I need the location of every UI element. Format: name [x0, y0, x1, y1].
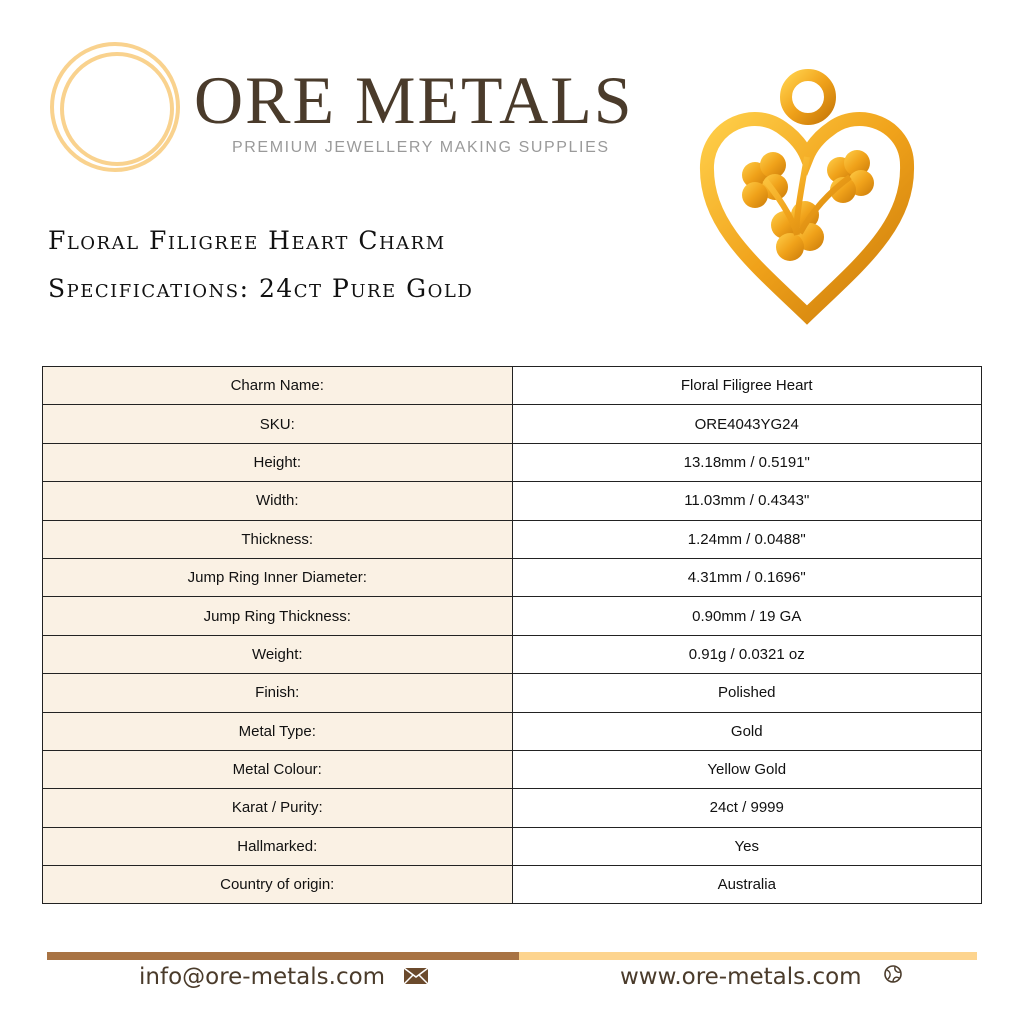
- spec-label: Thickness:: [42, 519, 513, 559]
- spec-row: Charm Name: Floral Filigree Heart: [42, 365, 982, 406]
- spec-row: Height: 13.18mm / 0.5191": [42, 442, 982, 483]
- footer-bar-light: [519, 952, 977, 960]
- spec-row: Thickness: 1.24mm / 0.0488": [42, 519, 982, 559]
- spec-table: Charm Name: Floral Filigree Heart SKU: ORE4…: [42, 365, 982, 905]
- spec-value: 4.31mm / 0.1696": [511, 557, 982, 598]
- spec-value: 24ct / 9999: [511, 788, 982, 828]
- spec-row: Country of origin: Australia: [42, 865, 982, 905]
- envelope-icon: [403, 967, 429, 985]
- spec-row: SKU: ORE4043YG24: [42, 404, 982, 444]
- spec-label: Metal Type:: [42, 711, 513, 751]
- spec-value: 1.24mm / 0.0488": [511, 519, 982, 559]
- spec-label: Country of origin:: [42, 865, 513, 905]
- spec-label: Width:: [42, 481, 513, 521]
- spec-row: Width: 11.03mm / 0.4343": [42, 481, 982, 521]
- heart-charm-image: [699, 69, 915, 325]
- spec-label: Finish:: [42, 673, 513, 713]
- footer-website[interactable]: www.ore-metals.com: [620, 964, 903, 990]
- spec-value: ORE4043YG24: [511, 404, 982, 444]
- spec-value: Gold: [511, 711, 982, 751]
- page-title: Floral Filigree Heart Charm: [48, 226, 446, 255]
- spec-row: Jump Ring Thickness: 0.90mm / 19 GA: [42, 596, 982, 636]
- spec-row: Metal Type: Gold: [42, 711, 982, 751]
- logo-ring-icon: [50, 42, 180, 172]
- globe-icon: [884, 965, 902, 983]
- footer-bar-dark: [47, 952, 519, 960]
- spec-label: Height:: [42, 442, 513, 483]
- spec-value: 11.03mm / 0.4343": [511, 481, 982, 521]
- spec-label: Jump Ring Inner Diameter:: [42, 557, 513, 598]
- spec-value: 0.90mm / 19 GA: [511, 596, 982, 636]
- spec-row: Finish: Polished: [42, 673, 982, 713]
- spec-label: Metal Colour:: [42, 749, 513, 790]
- spec-label: Karat / Purity:: [42, 788, 513, 828]
- spec-row: Hallmarked: Yes: [42, 826, 982, 867]
- spec-label: SKU:: [42, 404, 513, 444]
- spec-label: Weight:: [42, 634, 513, 675]
- spec-value: Yellow Gold: [511, 749, 982, 790]
- spec-value: 0.91g / 0.0321 oz: [511, 634, 982, 675]
- spec-value: 13.18mm / 0.5191": [511, 442, 982, 483]
- spec-value: Yes: [511, 826, 982, 867]
- email-link[interactable]: info@ore-metals.com: [139, 964, 386, 990]
- spec-row: Metal Colour: Yellow Gold: [42, 749, 982, 790]
- spec-value: Australia: [511, 865, 982, 905]
- page-subtitle: Specifications: 24ct Pure Gold: [48, 274, 474, 303]
- logo-ring-inner-icon: [60, 52, 174, 166]
- spec-label: Hallmarked:: [42, 826, 513, 867]
- brand-tagline: PREMIUM JEWELLERY MAKING SUPPLIES: [232, 139, 610, 156]
- brand-name: ORE METALS: [194, 62, 634, 138]
- spec-label: Charm Name:: [42, 365, 513, 406]
- spec-value: Polished: [511, 673, 982, 713]
- spec-label: Jump Ring Thickness:: [42, 596, 513, 636]
- spec-row: Karat / Purity: 24ct / 9999: [42, 788, 982, 828]
- spec-row: Jump Ring Inner Diameter: 4.31mm / 0.1696…: [42, 557, 982, 598]
- footer-email[interactable]: info@ore-metals.com: [139, 964, 429, 990]
- spec-value: Floral Filigree Heart: [511, 365, 982, 406]
- website-link[interactable]: www.ore-metals.com: [620, 964, 862, 990]
- spec-row: Weight: 0.91g / 0.0321 oz: [42, 634, 982, 675]
